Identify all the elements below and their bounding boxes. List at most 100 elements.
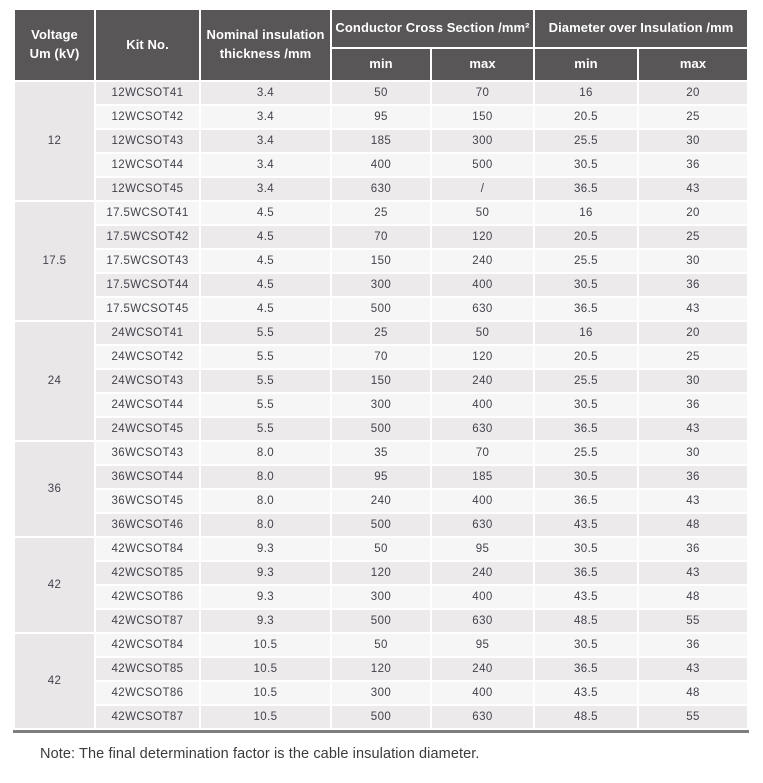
cell-kit-no: 42WCSOT87 [96,706,199,728]
cell-kit-no: 42WCSOT84 [96,538,199,560]
cell-ccs-max: 185 [432,466,533,488]
cell-ccs-min: 240 [332,490,430,512]
cell-ccs-min: 150 [332,250,430,272]
cell-kit-no: 42WCSOT86 [96,682,199,704]
cell-dia-max: 20 [639,202,748,224]
cell-ccs-min: 150 [332,370,430,392]
cell-ccs-min: 300 [332,274,430,296]
cell-dia-min: 30.5 [535,634,637,656]
cell-thickness: 10.5 [201,658,330,680]
col-subheader-ccs-min: min [332,49,430,80]
cell-thickness: 10.5 [201,682,330,704]
cell-thickness: 4.5 [201,274,330,296]
cell-ccs-min: 25 [332,202,430,224]
cell-ccs-max: 630 [432,298,533,320]
header-row-sub: min max min max [15,49,748,80]
cell-ccs-min: 25 [332,322,430,344]
cell-ccs-min: 500 [332,298,430,320]
cell-dia-max: 25 [639,346,748,368]
cell-ccs-min: 50 [332,82,430,104]
cell-dia-max: 36 [639,538,748,560]
cell-ccs-min: 300 [332,682,430,704]
cell-dia-max: 48 [639,586,748,608]
col-header-voltage: Voltage Um (kV) [15,10,94,80]
table-row: 12WCSOT43 3.4 185 300 25.5 30 [15,130,748,152]
cell-ccs-min: 185 [332,130,430,152]
cell-dia-max: 55 [639,610,748,632]
cell-kit-no: 12WCSOT44 [96,154,199,176]
cell-kit-no: 12WCSOT42 [96,106,199,128]
table-row: 12WCSOT42 3.4 95 150 20.5 25 [15,106,748,128]
cell-dia-min: 20.5 [535,346,637,368]
cell-dia-min: 36.5 [535,490,637,512]
cell-thickness: 10.5 [201,634,330,656]
cell-thickness: 3.4 [201,154,330,176]
cell-dia-min: 36.5 [535,298,637,320]
voltage-group-cell: 12 [15,82,94,200]
cell-dia-max: 30 [639,130,748,152]
cell-thickness: 8.0 [201,514,330,536]
cell-dia-max: 48 [639,514,748,536]
cell-thickness: 4.5 [201,298,330,320]
cell-thickness: 9.3 [201,538,330,560]
cell-dia-min: 36.5 [535,178,637,200]
cell-dia-max: 25 [639,106,748,128]
cell-ccs-min: 300 [332,586,430,608]
col-subheader-dia-max: max [639,49,748,80]
table-row: 12WCSOT45 3.4 630/36.5 43 [15,178,748,200]
table-row: 24WCSOT45 5.5 500 630 36.5 43 [15,418,748,440]
cell-kit-no: 12WCSOT45 [96,178,199,200]
cell-kit-no: 17.5WCSOT45 [96,298,199,320]
cell-ccs-max: 240 [432,370,533,392]
cell-ccs-max: 400 [432,274,533,296]
cell-thickness: 5.5 [201,418,330,440]
cell-ccs-min: 70 [332,346,430,368]
cell-thickness: 4.5 [201,226,330,248]
cell-thickness: 3.4 [201,130,330,152]
cell-kit-no: 42WCSOT87 [96,610,199,632]
cell-ccs-min: 50 [332,538,430,560]
cell-kit-no: 17.5WCSOT44 [96,274,199,296]
cell-ccs-max: 630 [432,706,533,728]
col-header-kit-no: Kit No. [96,10,199,80]
cell-dia-min: 36.5 [535,658,637,680]
header-row-main: Voltage Um (kV) Kit No. Nominal insulati… [15,10,748,80]
cell-dia-min: 48.5 [535,610,637,632]
cell-dia-min: 30.5 [535,154,637,176]
cell-dia-max: 30 [639,250,748,272]
cell-dia-min: 20.5 [535,226,637,248]
cell-ccs-max: 240 [432,562,533,584]
cell-ccs-max: 400 [432,394,533,416]
cell-dia-max: 43 [639,298,748,320]
cell-ccs-max: 630 [432,514,533,536]
table-row: 42WCSOT85 9.3 120 240 36.5 43 [15,562,748,584]
cell-dia-min: 48.5 [535,706,637,728]
table-row: 12 12WCSOT41 3.4 50 70 16 20 [15,82,748,200]
cell-dia-min: 30.5 [535,538,637,560]
cell-kit-no: 42WCSOT85 [96,658,199,680]
table-row: 42WCSOT86 10.5 300 400 43.5 48 [15,682,748,704]
table-row: 42 42WCSOT84 9.3 50 95 30.5 36 [15,538,748,632]
cell-kit-no: 17.5WCSOT42 [96,226,199,248]
cell-dia-min: 30.5 [535,274,637,296]
cell-thickness: 9.3 [201,562,330,584]
cell-thickness: 9.3 [201,586,330,608]
cell-kit-no: 42WCSOT84 [96,634,199,656]
cell-dia-max: 43 [639,418,748,440]
cell-thickness: 8.0 [201,490,330,512]
voltage-group-cell: 17.5 [15,202,94,320]
cell-dia-max: 36 [639,154,748,176]
cell-dia-min: 25.5 [535,130,637,152]
cell-dia-min: 25.5 [535,442,637,464]
cell-kit-no: 24WCSOT43 [96,370,199,392]
cell-ccs-min: 500 [332,514,430,536]
cell-kit-no: 36WCSOT45 [96,490,199,512]
table-row: 42WCSOT87 10.5 500 630 48.5 55 [15,706,748,728]
voltage-group-cell: 24 [15,322,94,440]
table-row: 36 36WCSOT43 8.0 35 70 25.5 30 [15,442,748,536]
cell-dia-min: 25.5 [535,250,637,272]
cell-ccs-max: 400 [432,490,533,512]
table-row: 24WCSOT42 5.5 70 120 20.5 25 [15,346,748,368]
table-row: 17.5 17.5WCSOT41 4.5 25 50 16 20 [15,202,748,320]
col-header-conductor-cross-section: Conductor Cross Section /mm² [332,10,533,47]
